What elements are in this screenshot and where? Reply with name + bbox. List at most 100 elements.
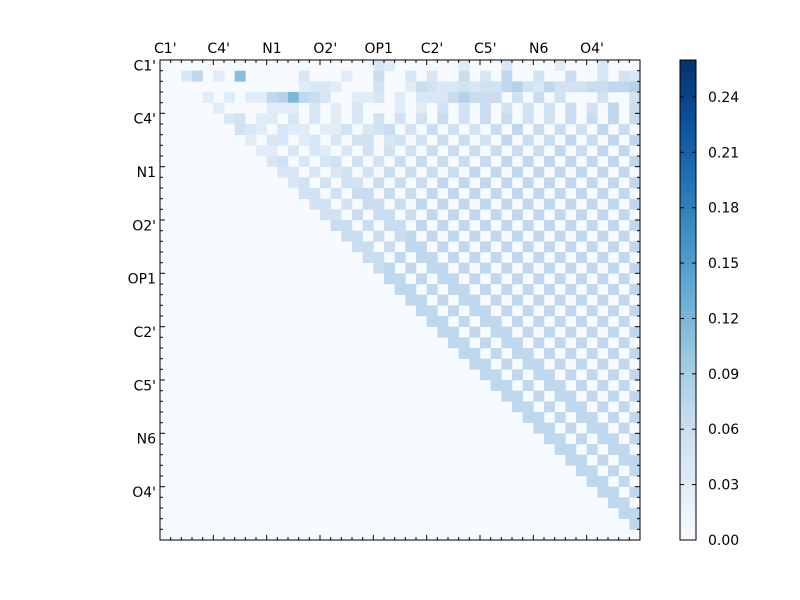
heatmap-cell (405, 70, 417, 82)
x-tick-label: C5' (474, 41, 497, 57)
heatmap-cell (256, 92, 267, 103)
heatmap-cell (618, 508, 630, 519)
heatmap-cell (544, 262, 555, 274)
heatmap-cell (501, 102, 513, 114)
heatmap-cell (490, 326, 502, 338)
y-tick-label: C4' (133, 112, 156, 128)
heatmap-cell (597, 145, 609, 157)
heatmap-cell (320, 81, 331, 93)
heatmap-cell (480, 70, 491, 82)
heatmap-cell (629, 284, 641, 295)
heatmap-cell (416, 156, 427, 167)
heatmap-cell (352, 188, 363, 199)
x-tick-label: N1 (262, 41, 281, 57)
heatmap-cell (522, 241, 534, 253)
heatmap-cell (597, 209, 609, 221)
heatmap-cell (490, 252, 502, 263)
heatmap-cell (512, 81, 523, 93)
heatmap-cell (522, 220, 534, 231)
heatmap-cell (213, 102, 225, 114)
heatmap-cell (544, 380, 555, 391)
heatmap-cell (416, 305, 427, 317)
heatmap-cell (501, 156, 513, 167)
heatmap-cell (437, 241, 449, 253)
heatmap-cell (234, 70, 246, 82)
heatmap-cell (554, 166, 566, 178)
heatmap-cell (554, 273, 566, 285)
heatmap-cell (533, 412, 545, 423)
y-tick-label: N6 (137, 432, 156, 448)
heatmap-cell (490, 230, 502, 242)
y-tick-label: C5' (133, 378, 156, 394)
heatmap-cell (405, 81, 417, 93)
heatmap-cell (565, 177, 577, 189)
heatmap-cell (480, 113, 491, 125)
heatmap-cell (597, 124, 609, 135)
heatmap-cell (608, 348, 619, 359)
heatmap-cell (298, 188, 310, 199)
y-tick-label: OP1 (128, 272, 156, 288)
heatmap-cell (501, 220, 513, 231)
heatmap-cell (608, 220, 619, 231)
heatmap-cell (448, 92, 459, 103)
heatmap-cell (608, 444, 619, 455)
heatmap-cell (618, 316, 630, 327)
heatmap-cell (448, 305, 459, 317)
heatmap-cell (565, 113, 577, 125)
heatmap-cell (394, 92, 406, 103)
heatmap-cell (554, 209, 566, 221)
heatmap-cell (309, 102, 321, 114)
heatmap-cell (416, 102, 427, 114)
heatmap-cell (522, 113, 534, 125)
heatmap-cell (544, 102, 555, 114)
heatmap-cell (309, 113, 321, 125)
heatmap-cell (341, 198, 353, 210)
heatmap-cell (448, 145, 459, 157)
heatmap-cell (373, 209, 385, 221)
heatmap-cell (266, 92, 278, 103)
heatmap-cell (288, 177, 299, 189)
heatmap-cell (405, 124, 417, 135)
heatmap-cell (501, 284, 513, 295)
heatmap-cell (586, 369, 598, 381)
heatmap-cell (544, 422, 555, 434)
heatmap-cell (426, 188, 438, 199)
heatmap-cell (565, 401, 577, 413)
heatmap-cell (544, 433, 555, 445)
heatmap-cell (597, 60, 609, 71)
heatmap-cell (608, 369, 619, 381)
heatmap-cell (608, 433, 619, 445)
heatmap-cell (608, 113, 619, 125)
heatmap-cell (576, 316, 587, 327)
heatmap-cell (618, 273, 630, 285)
heatmap-cell (266, 134, 278, 146)
heatmap-cell (362, 241, 374, 253)
heatmap-cell (458, 316, 470, 327)
heatmap-cell (608, 198, 619, 210)
heatmap-cell (490, 316, 502, 327)
heatmap-cell (586, 465, 598, 477)
heatmap-cell (384, 60, 395, 71)
heatmap-cell (576, 145, 587, 157)
heatmap-cell (320, 156, 331, 167)
heatmap-cell (597, 81, 609, 93)
heatmap-cell (618, 444, 630, 455)
heatmap-cell (522, 262, 534, 274)
heatmap-cell (618, 358, 630, 370)
heatmap-cell (330, 124, 342, 135)
heatmap-cell (533, 390, 545, 402)
heatmap-cell (629, 262, 641, 274)
heatmap-cell (576, 412, 587, 423)
heatmap-cell (629, 156, 641, 167)
heatmap-cell (522, 102, 534, 114)
heatmap-cell (352, 209, 363, 221)
heatmap-cell (480, 305, 491, 317)
heatmap-cell (405, 188, 417, 199)
heatmap-cell (608, 465, 619, 477)
heatmap-cell (266, 113, 278, 125)
heatmap-cell (544, 401, 555, 413)
heatmap-cell (522, 305, 534, 317)
heatmap-cell (469, 209, 481, 221)
heatmap-cell (490, 124, 502, 135)
heatmap-cell (330, 209, 342, 221)
